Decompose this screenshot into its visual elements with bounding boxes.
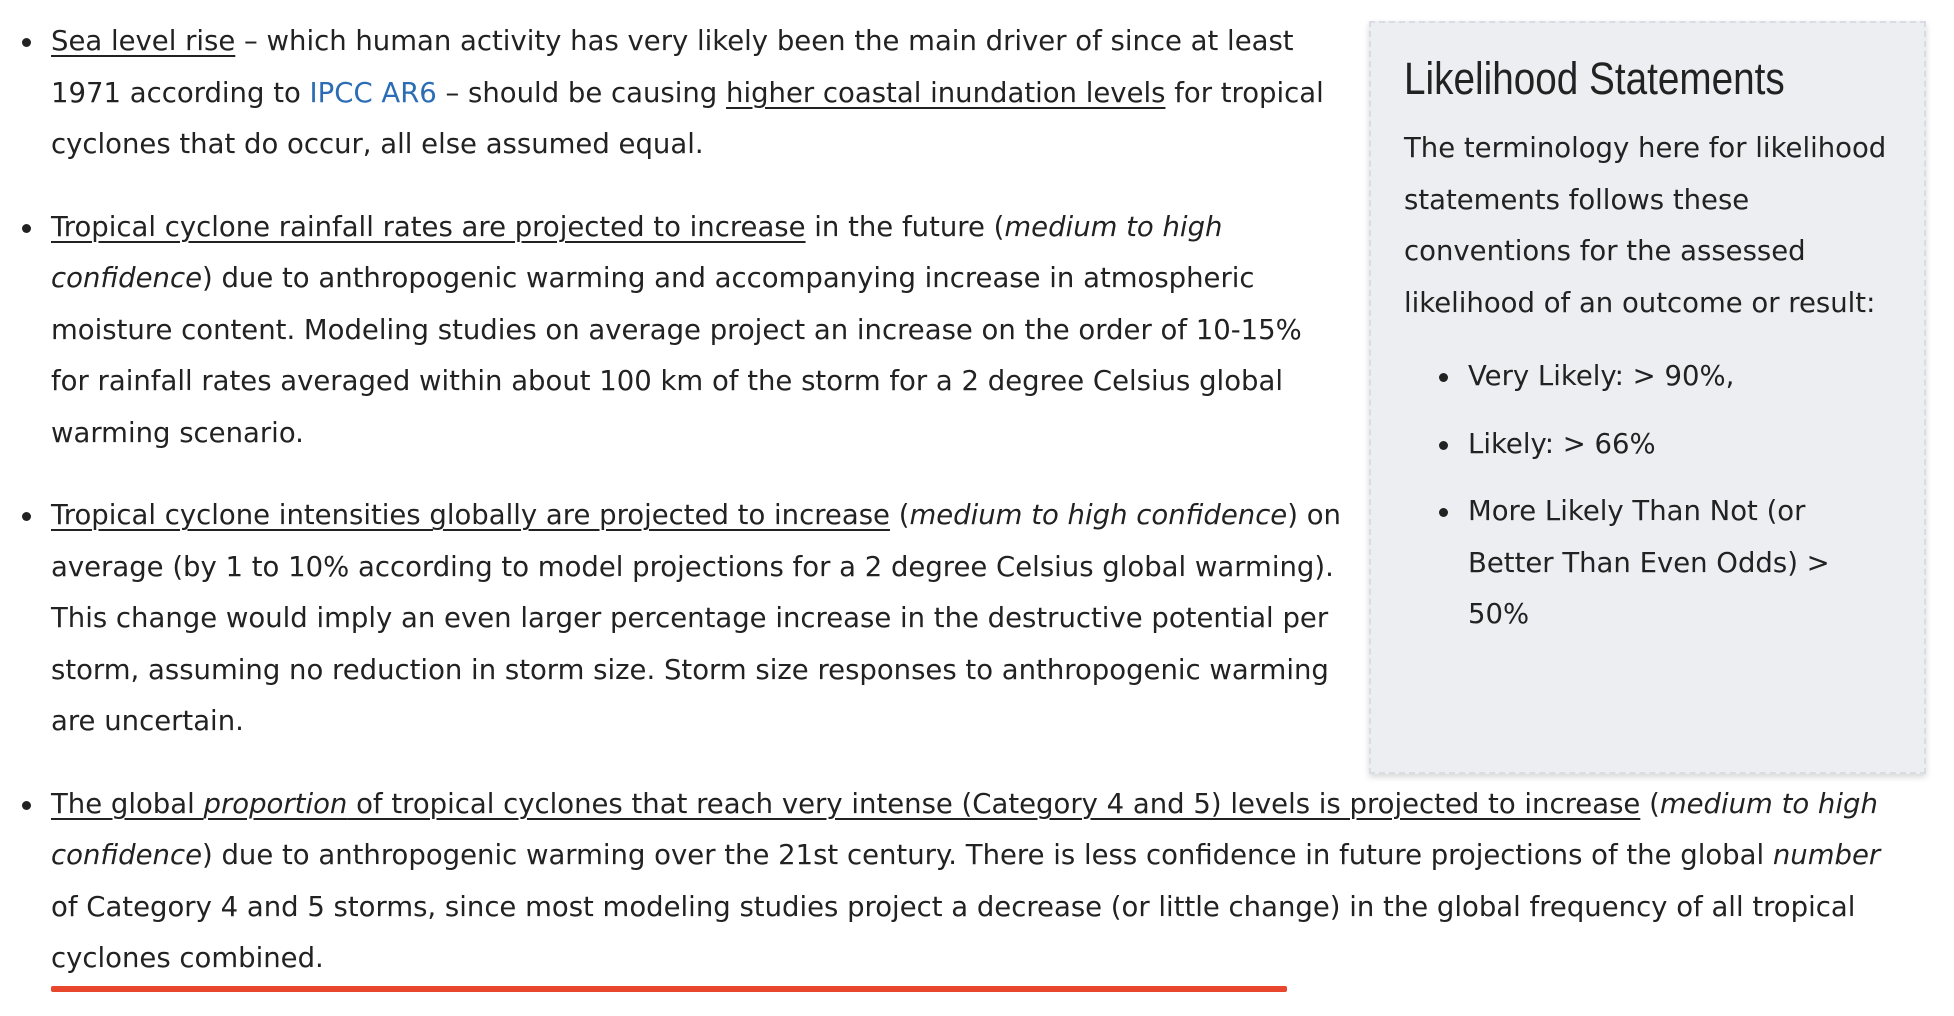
findings-list: Sea level rise – which human activity ha…	[0, 16, 1954, 985]
sidebar-intro: The terminology here for likelihood stat…	[1404, 132, 1887, 319]
link-text-italic: proportion	[203, 787, 348, 820]
text-span: in the future (	[805, 210, 1005, 243]
intensities-link[interactable]: Tropical cyclone intensities globally ar…	[51, 499, 890, 531]
text-span: for tropical cyclones that do occur, all…	[51, 76, 1324, 161]
confidence-text: medium to high confidence	[51, 210, 1223, 295]
sea-level-rise-link[interactable]: Sea level rise	[51, 25, 236, 57]
article-content: Sea level rise – which human activity ha…	[0, 16, 1954, 1016]
link-text: The global	[51, 787, 204, 820]
text-span: (	[889, 499, 910, 531]
text-span: (	[1640, 787, 1660, 820]
number-emphasis: number	[1772, 839, 1881, 871]
list-item: The global proportion of tropical cyclon…	[22, 779, 1921, 985]
confidence-text: medium to high confidence	[909, 499, 1288, 531]
text-span: ) on average (by 1 to 10% according to m…	[51, 499, 1341, 737]
list-item: Tropical cyclone rainfall rates are proj…	[22, 202, 1351, 460]
ipcc-ar6-link[interactable]: IPCC AR6	[309, 76, 437, 109]
list-item: Sea level rise – which human activity ha…	[22, 16, 1351, 171]
sidebar-title: Likelihood Statements	[1404, 53, 1785, 104]
likelihood-item: More Likely Than Not (or Better Than Eve…	[1439, 486, 1890, 641]
text-span: ) due to anthropogenic warming and accom…	[51, 262, 1302, 449]
text-span: ) due to anthropogenic warming over the …	[201, 839, 1773, 871]
likelihood-item: Likely: > 66%	[1439, 419, 1890, 471]
confidence-text: medium to high confidence	[51, 787, 1878, 872]
coastal-inundation-link[interactable]: higher coastal inundation levels	[726, 76, 1166, 109]
highlight-underline	[51, 986, 1287, 992]
likelihood-sidebar: Likelihood Statements The terminology he…	[1369, 21, 1926, 774]
text-span: – should be causing	[436, 76, 727, 109]
rainfall-rates-link[interactable]: Tropical cyclone rainfall rates are proj…	[51, 210, 806, 243]
likelihood-list: Very Likely: > 90%, Likely: > 66% More L…	[1404, 351, 1890, 641]
likelihood-item: Very Likely: > 90%,	[1439, 351, 1890, 403]
text-span: – which human activity has very likely b…	[51, 25, 1294, 109]
proportion-link[interactable]: The global proportion of tropical cyclon…	[51, 788, 1640, 820]
link-text: of tropical cyclones that reach very int…	[347, 787, 1641, 820]
text-span: of Category 4 and 5 storms, since most m…	[51, 890, 1856, 975]
list-item: Tropical cyclone intensities globally ar…	[22, 490, 1351, 748]
